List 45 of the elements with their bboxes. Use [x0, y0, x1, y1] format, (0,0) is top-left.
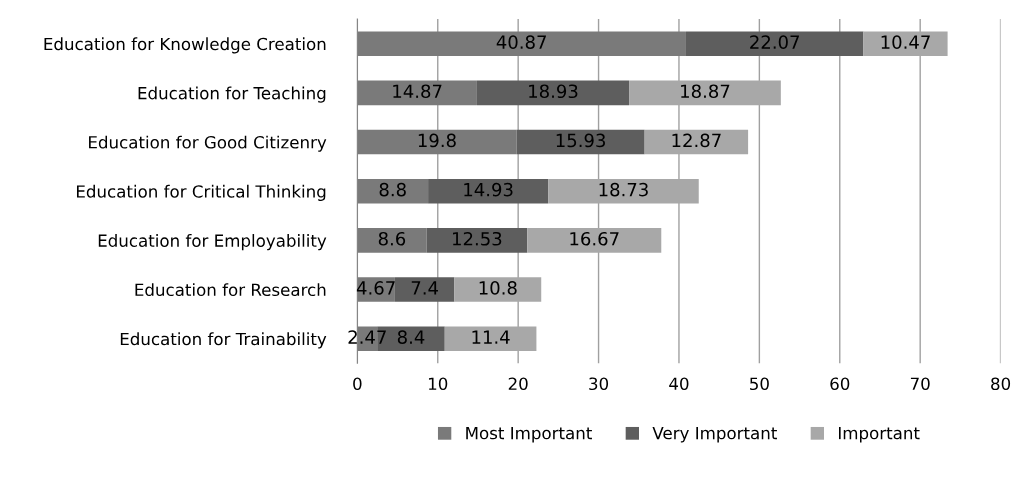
- x-tick-label: 30: [589, 377, 609, 391]
- y-tick-label: Education for Teaching: [138, 86, 326, 103]
- data-label: 15.93: [556, 133, 605, 148]
- data-label: 14.93: [464, 182, 513, 197]
- data-label: 22.07: [750, 35, 799, 49]
- x-tick-label: 0: [353, 377, 362, 391]
- data-label: 4.67: [356, 281, 395, 295]
- data-label: 16.67: [570, 231, 619, 246]
- data-label: 10.8: [479, 281, 517, 295]
- x-tick-label: 80: [991, 377, 1011, 391]
- x-tick-label: 70: [910, 377, 930, 391]
- y-tick-label: Education for Trainability: [120, 332, 327, 349]
- data-label: 12.87: [672, 133, 721, 148]
- bar: [516, 129, 645, 155]
- data-label: 18.73: [599, 182, 648, 197]
- bar: [685, 31, 864, 56]
- data-label: 40.87: [496, 35, 546, 49]
- data-label: 11.4: [472, 330, 510, 344]
- legend-label: Important: [838, 426, 920, 443]
- x-tick-label: 40: [669, 377, 689, 391]
- data-label: 8.6: [378, 231, 406, 246]
- data-label: 19.8: [418, 133, 456, 148]
- y-tick-label: Education for Critical Thinking: [76, 184, 326, 201]
- data-label: 12.53: [453, 231, 502, 246]
- y-tick-label: Education for Good Citizenry: [89, 135, 327, 152]
- bar: [394, 277, 455, 302]
- y-tick-label: Education for Employability: [98, 234, 327, 251]
- legend-label: Very Important: [652, 426, 777, 443]
- y-tick-label: Education for Knowledge Creation: [44, 37, 326, 54]
- data-label: 14.87: [393, 84, 442, 99]
- x-tick-label: 50: [750, 377, 769, 391]
- legend-label: Most Important: [466, 426, 592, 443]
- bar: [476, 80, 630, 106]
- bar: [428, 178, 549, 204]
- bar: [426, 228, 528, 253]
- data-label: 18.93: [529, 84, 578, 99]
- x-tick-label: 10: [428, 377, 448, 391]
- data-label: 18.87: [681, 84, 730, 99]
- data-label: 10.47: [881, 35, 930, 49]
- data-label: 8.4: [397, 330, 425, 344]
- x-tick-label: 20: [508, 377, 528, 391]
- data-label: 8.8: [379, 182, 406, 197]
- x-tick-label: 60: [830, 377, 850, 391]
- data-label: 7.4: [411, 281, 438, 295]
- y-tick-label: Education for Research: [135, 283, 326, 297]
